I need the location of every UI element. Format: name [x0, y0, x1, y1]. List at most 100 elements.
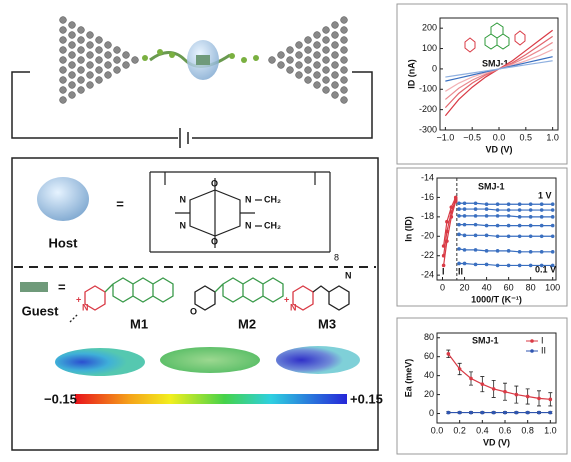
- point: [495, 208, 500, 212]
- atom: [86, 81, 94, 89]
- point: [517, 202, 522, 207]
- point: [457, 214, 461, 218]
- atom: N: [180, 194, 187, 204]
- atom: [241, 57, 247, 63]
- point: [539, 250, 544, 254]
- atom: [104, 71, 112, 79]
- point: [506, 202, 511, 207]
- y-tick-label: -300: [419, 124, 437, 134]
- series-line: [443, 201, 457, 266]
- x-axis-label: 1000/T (K⁻¹): [471, 294, 522, 304]
- legend-marker: [530, 339, 534, 343]
- point: [441, 244, 446, 248]
- y-tick-label: 0: [432, 63, 437, 73]
- atom: [113, 56, 121, 64]
- atom: [77, 76, 85, 84]
- y-axis-label: ln (ID): [403, 216, 413, 242]
- x-tick-label: 0: [440, 282, 445, 292]
- y-tick-label: 80: [424, 332, 434, 342]
- y-tick-label: 200: [422, 23, 437, 33]
- atom: [295, 41, 303, 49]
- atom: [268, 56, 276, 64]
- atom: [322, 56, 330, 64]
- point: [462, 222, 467, 227]
- esp-surface: [55, 348, 145, 376]
- series-line: [445, 60, 553, 78]
- annotation: I: [442, 266, 445, 276]
- atom: N: [245, 194, 252, 204]
- chart-frame: [396, 3, 568, 165]
- point: [495, 202, 500, 207]
- atom: [68, 21, 76, 29]
- guest-name: M1: [130, 316, 148, 331]
- atom: [68, 61, 76, 69]
- atom: [104, 51, 112, 59]
- subscript: 8: [334, 252, 339, 262]
- atom: [313, 61, 321, 69]
- point: [495, 223, 500, 228]
- guest-icon: [20, 282, 48, 292]
- legend-label: II: [541, 345, 546, 355]
- atom: O: [211, 178, 218, 188]
- atom: [95, 46, 103, 54]
- point: [528, 250, 533, 254]
- point: [506, 263, 511, 268]
- atom: [59, 36, 67, 44]
- point: [473, 222, 478, 227]
- series-line: [459, 262, 553, 267]
- atom: [277, 61, 285, 69]
- x-tick-label: 60: [504, 282, 514, 292]
- point: [528, 234, 533, 239]
- point: [503, 410, 507, 415]
- atom: [59, 26, 67, 34]
- atom: [157, 49, 163, 55]
- plot-area: [436, 177, 557, 281]
- point: [528, 223, 533, 228]
- series-line: [459, 202, 553, 205]
- atom: [313, 71, 321, 79]
- y-axis-label: ID (nA): [406, 59, 416, 89]
- point: [550, 234, 555, 239]
- series-line: [459, 224, 553, 227]
- atom: +: [284, 294, 289, 304]
- atom: CH₂: [264, 220, 281, 230]
- x-tick-label: 1.0: [544, 425, 557, 435]
- graphene: [59, 16, 348, 104]
- point: [462, 233, 467, 238]
- atom: [322, 36, 330, 44]
- atom: [59, 66, 67, 74]
- x-tick-label: 40: [482, 282, 492, 292]
- atom: [59, 46, 67, 54]
- atom: [331, 21, 339, 29]
- colorbar: [75, 394, 347, 404]
- y-tick-label: 100: [422, 43, 437, 53]
- atom: [68, 31, 76, 39]
- atom: [295, 61, 303, 69]
- point: [457, 201, 461, 206]
- annotation: SMJ-1: [482, 58, 509, 68]
- atom: [95, 56, 103, 64]
- point: [484, 233, 489, 238]
- annotation: 0.1 V: [535, 264, 556, 274]
- atom: N: [345, 270, 352, 280]
- point: [506, 234, 511, 239]
- atom: [313, 41, 321, 49]
- esp-surface: [160, 347, 260, 373]
- point: [539, 234, 544, 239]
- series-line: [445, 49, 553, 92]
- x-tick-label: 0.6: [499, 425, 512, 435]
- atom: [104, 61, 112, 69]
- atom: [77, 66, 85, 74]
- point: [495, 234, 500, 239]
- point: [457, 261, 461, 266]
- point: [445, 219, 449, 224]
- atom: [331, 81, 339, 89]
- point: [457, 247, 461, 251]
- guest-label: Guest: [22, 303, 60, 318]
- point: [457, 222, 461, 227]
- point: [525, 410, 530, 415]
- atom: [113, 66, 121, 74]
- x-tick-label: 0.4: [476, 425, 489, 435]
- point: [469, 376, 473, 381]
- atom: [59, 76, 67, 84]
